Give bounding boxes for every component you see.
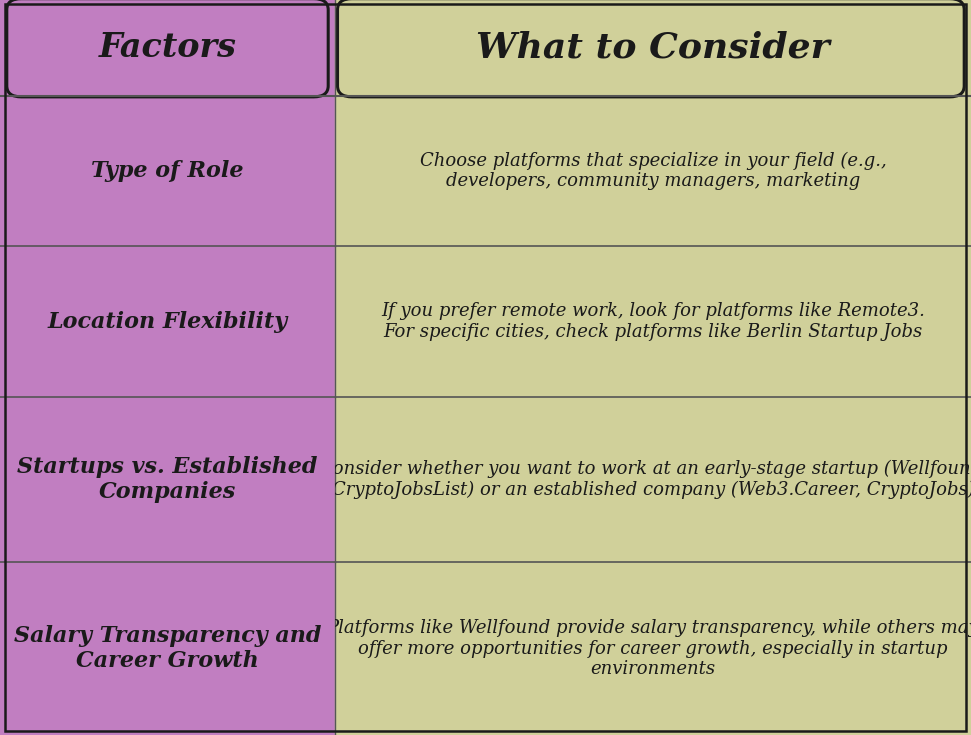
FancyBboxPatch shape [338, 0, 964, 97]
Text: Choose platforms that specialize in your field (e.g.,
developers, community mana: Choose platforms that specialize in your… [419, 151, 887, 190]
Text: If you prefer remote work, look for platforms like Remote3.
For specific cities,: If you prefer remote work, look for plat… [381, 302, 925, 341]
Text: What to Consider: What to Consider [476, 31, 830, 65]
Bar [335, 0, 971, 735]
Text: Platforms like Wellfound provide salary transparency, while others may
offer mor: Platforms like Wellfound provide salary … [326, 619, 971, 678]
Text: Startups vs. Established
Companies: Startups vs. Established Companies [17, 456, 318, 503]
Bar [0, 0, 335, 735]
Text: Location Flexibility: Location Flexibility [48, 311, 287, 332]
Text: Consider whether you want to work at an early-stage startup (Wellfound,
CryptoJo: Consider whether you want to work at an … [318, 460, 971, 499]
FancyBboxPatch shape [7, 0, 328, 97]
Text: Factors: Factors [99, 32, 236, 64]
Text: Type of Role: Type of Role [91, 160, 244, 182]
Text: Salary Transparency and
Career Growth: Salary Transparency and Career Growth [14, 625, 321, 673]
